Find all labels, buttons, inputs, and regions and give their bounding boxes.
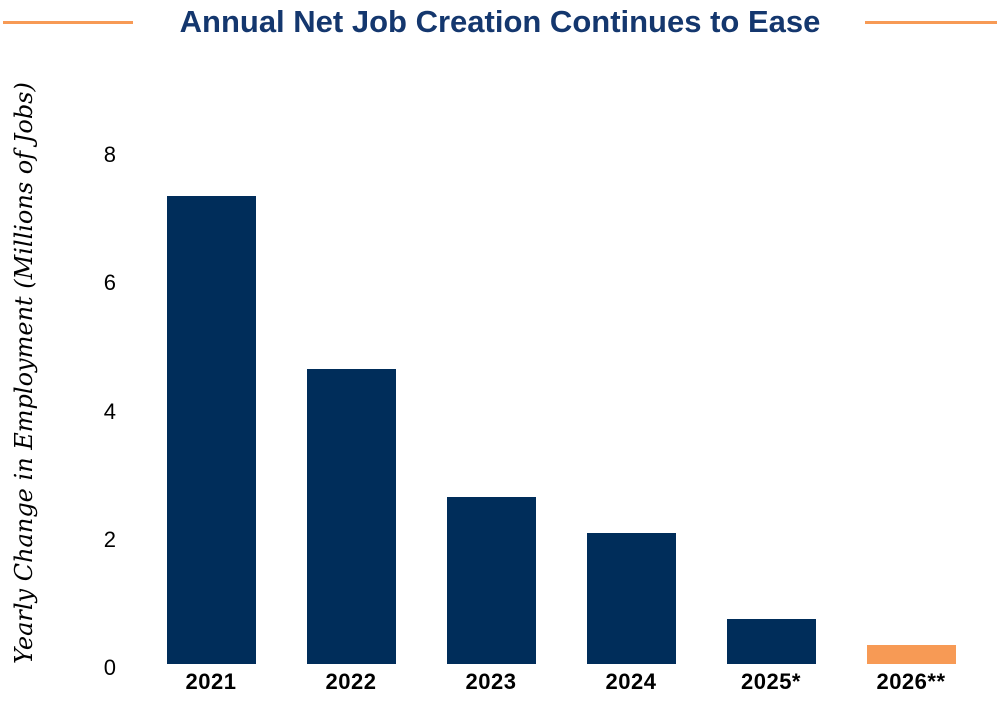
bar-2026 (866, 644, 956, 664)
bar-2024 (586, 532, 676, 664)
bar-column-2026 (841, 132, 981, 664)
bar-column-2021 (141, 132, 281, 664)
chart-title: Annual Net Job Creation Continues to Eas… (179, 4, 821, 39)
x-axis-label-2025: 2025* (740, 669, 801, 694)
bar-2021 (166, 196, 256, 664)
x-axis-label-2026: 2026** (876, 669, 946, 694)
bar-2023 (446, 497, 536, 664)
title-rule-left (3, 21, 133, 24)
x-axis-label-2021: 2021 (185, 669, 237, 694)
y-tick-label-0: 0 (103, 655, 116, 680)
y-tick-label-6: 6 (103, 270, 116, 296)
x-axis-label-2022: 2022 (325, 669, 377, 694)
bar-column-2024 (561, 132, 701, 664)
bar-column-2025 (701, 132, 841, 664)
x-axis-labels: 2021 2022 2023 2024 2025* 2026** (141, 669, 981, 699)
x-axis-label-2023: 2023 (465, 669, 517, 694)
title-rule-right (865, 21, 997, 24)
y-tick-label-2: 2 (103, 526, 116, 552)
y-axis-ticks: 0 2 4 6 8 (60, 132, 116, 680)
bar-column-2023 (421, 132, 561, 664)
bar-2025 (726, 619, 816, 664)
x-axis-label-2024: 2024 (605, 669, 657, 694)
y-axis-label: Yearly Change in Employment (Millions of… (10, 82, 38, 664)
y-tick-label-8: 8 (103, 142, 116, 168)
y-tick-label-4: 4 (103, 398, 116, 424)
bar-column-2022 (281, 132, 421, 664)
plot-area (141, 132, 981, 664)
bar-2022 (306, 369, 396, 664)
